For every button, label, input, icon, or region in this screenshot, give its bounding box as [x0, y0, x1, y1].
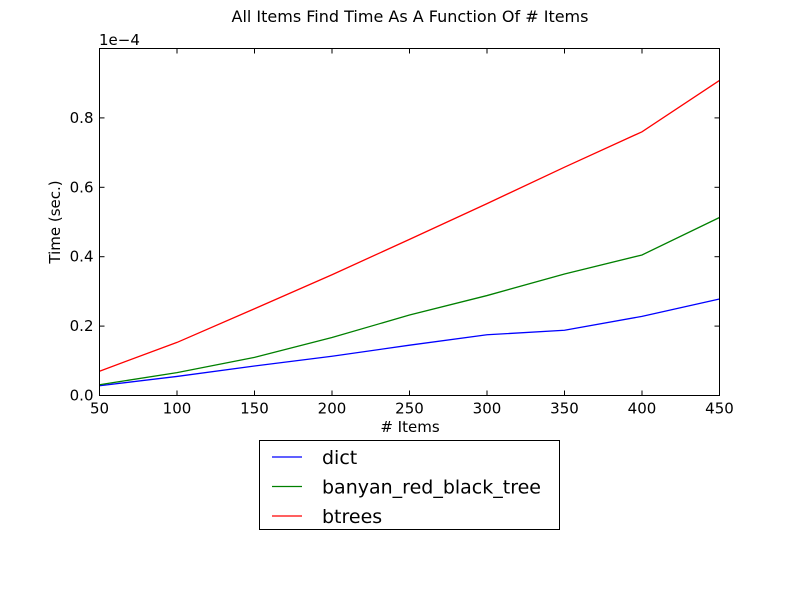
x-tick-label: 350 — [550, 400, 579, 418]
x-tick-label: 250 — [395, 400, 424, 418]
x-tick-label: 150 — [240, 400, 269, 418]
x-axis-ticks: 50 100 150 200 250 300 350 400 450 — [90, 48, 734, 418]
legend-label-banyan-red-black-tree: banyan_red_black_tree — [322, 477, 541, 499]
y-tick-label: 0.0 — [70, 387, 94, 405]
legend-label-btrees: btrees — [322, 506, 382, 528]
legend-box — [259, 440, 560, 530]
plot-frame — [99, 48, 720, 396]
series-line-dict — [99, 298, 720, 387]
x-tick-label: 200 — [318, 400, 347, 418]
legend-label-dict: dict — [322, 447, 357, 469]
series-line-btrees — [99, 79, 720, 372]
y-axis-ticks: 0.0 0.2 0.4 0.6 0.8 — [70, 109, 720, 405]
x-tick-label: 100 — [163, 400, 192, 418]
y-tick-label: 0.2 — [70, 317, 94, 335]
y-axis-label: Time (sec.) — [46, 180, 64, 264]
x-tick-label: 300 — [473, 400, 502, 418]
y-tick-label: 0.6 — [70, 178, 94, 196]
x-tick-label: 50 — [90, 400, 109, 418]
y-tick-label: 0.4 — [70, 248, 94, 266]
x-tick-label: 400 — [628, 400, 657, 418]
series-lines — [99, 79, 720, 387]
chart-title: All Items Find Time As A Function Of # I… — [232, 7, 589, 26]
series-line-banyan-red-black-tree — [99, 216, 720, 386]
plot-area: 50 100 150 200 250 300 350 400 450 0.00.20.40.60… — [70, 48, 734, 418]
x-axis-label: # Items — [380, 418, 439, 436]
x-tick-label: 450 — [705, 400, 734, 418]
y-axis-scale-label: 1e−4 — [99, 31, 140, 49]
y-tick-label: 0.8 — [70, 109, 94, 127]
